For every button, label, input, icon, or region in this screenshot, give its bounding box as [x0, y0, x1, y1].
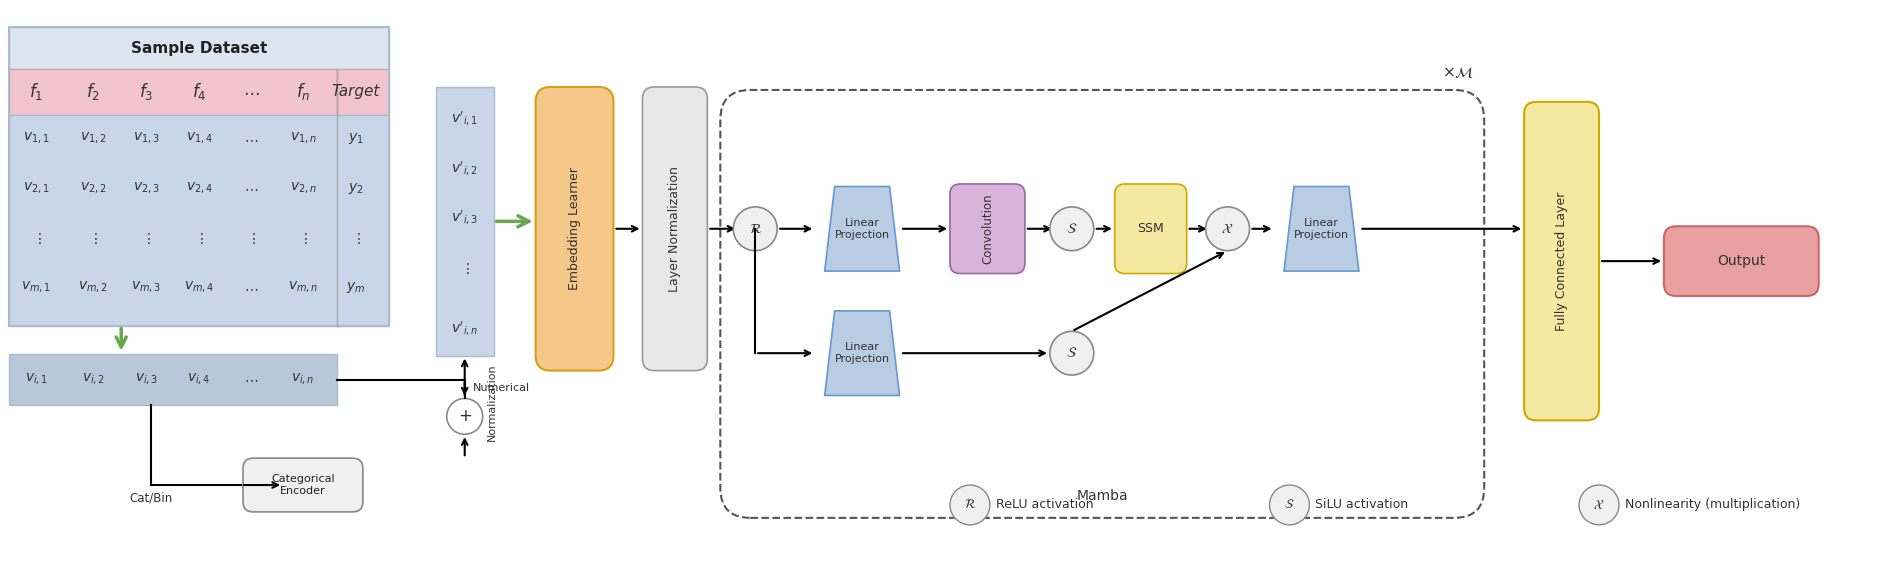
Text: $\vdots$: $\vdots$ [88, 231, 98, 246]
Circle shape [1205, 207, 1248, 251]
Circle shape [1049, 207, 1092, 251]
Polygon shape [1284, 187, 1357, 271]
Text: Embedding Learner: Embedding Learner [568, 167, 581, 290]
Text: +: + [457, 407, 472, 425]
Text: $v_{2,1}$: $v_{2,1}$ [23, 181, 49, 196]
Text: $v_{m,1}$: $v_{m,1}$ [21, 280, 51, 295]
Text: Target: Target [331, 85, 380, 99]
Text: $v_{m,n}$: $v_{m,n}$ [288, 280, 318, 295]
Circle shape [733, 207, 776, 251]
Text: $v_{i,3}$: $v_{i,3}$ [135, 372, 158, 387]
Bar [9, 27, 389, 326]
Text: Fully Connected Layer: Fully Connected Layer [1555, 191, 1568, 331]
Text: Sample Dataset: Sample Dataset [132, 41, 267, 55]
Text: $\vdots$: $\vdots$ [141, 231, 150, 246]
Polygon shape [823, 187, 899, 271]
Text: $\vdots$: $\vdots$ [246, 231, 256, 246]
Text: $v_{i,4}$: $v_{i,4}$ [188, 372, 211, 387]
Text: $\times\mathcal{M}$: $\times\mathcal{M}$ [1442, 65, 1474, 80]
Text: Normalization: Normalization [487, 364, 496, 441]
Text: $\mathcal{S}$: $\mathcal{S}$ [1066, 346, 1077, 360]
Text: SiLU activation: SiLU activation [1314, 498, 1408, 512]
Text: $v'_{i,1}$: $v'_{i,1}$ [451, 110, 478, 128]
FancyBboxPatch shape [9, 27, 389, 69]
Circle shape [949, 485, 989, 525]
Text: $\mathcal{S}$: $\mathcal{S}$ [1284, 498, 1293, 512]
FancyBboxPatch shape [9, 69, 337, 115]
Text: $y_1$: $y_1$ [348, 131, 363, 146]
Text: $\mathcal{X}$: $\mathcal{X}$ [1592, 498, 1604, 512]
FancyBboxPatch shape [643, 87, 707, 371]
Text: $f_3$: $f_3$ [139, 82, 154, 102]
Text: $\mathcal{R}$: $\mathcal{R}$ [963, 498, 976, 512]
Text: $\cdots$: $\cdots$ [243, 83, 259, 101]
Text: $f_4$: $f_4$ [192, 82, 207, 102]
Text: $v_{1,n}$: $v_{1,n}$ [290, 131, 316, 146]
Text: $v_{m,4}$: $v_{m,4}$ [184, 280, 214, 295]
Text: $\vdots$: $\vdots$ [32, 231, 41, 246]
FancyBboxPatch shape [1115, 184, 1186, 274]
Text: Cat/Bin: Cat/Bin [130, 492, 173, 504]
Text: Layer Normalization: Layer Normalization [667, 166, 681, 292]
Text: $\mathcal{X}$: $\mathcal{X}$ [1220, 222, 1233, 236]
Text: Linear
Projection: Linear Projection [1293, 218, 1348, 240]
Text: Linear
Projection: Linear Projection [835, 343, 889, 364]
Text: $v_{2,n}$: $v_{2,n}$ [290, 181, 316, 196]
FancyBboxPatch shape [337, 69, 389, 115]
Text: $v_{2,3}$: $v_{2,3}$ [133, 181, 160, 196]
Circle shape [1049, 331, 1092, 375]
Text: $v_{i,2}$: $v_{i,2}$ [81, 372, 105, 387]
Text: $v'_{i,3}$: $v'_{i,3}$ [451, 209, 478, 227]
FancyBboxPatch shape [9, 353, 337, 405]
Text: $y_2$: $y_2$ [348, 181, 363, 196]
Text: Mamba: Mamba [1075, 489, 1128, 503]
Text: Linear
Projection: Linear Projection [835, 218, 889, 240]
Text: $v_{2,2}$: $v_{2,2}$ [81, 181, 107, 196]
Text: Numerical: Numerical [472, 383, 530, 393]
Text: $\cdots$: $\cdots$ [244, 281, 258, 295]
Text: $v_{1,4}$: $v_{1,4}$ [186, 131, 212, 146]
Text: $\vdots$: $\vdots$ [297, 231, 308, 246]
Text: $\mathcal{S}$: $\mathcal{S}$ [1066, 222, 1077, 236]
Text: $v_{1,1}$: $v_{1,1}$ [23, 131, 49, 146]
Polygon shape [823, 311, 899, 396]
Text: $\mathcal{R}$: $\mathcal{R}$ [748, 222, 761, 236]
Text: SSM: SSM [1137, 222, 1164, 235]
Text: $\cdots$: $\cdots$ [244, 132, 258, 146]
Circle shape [1577, 485, 1619, 525]
FancyBboxPatch shape [1523, 102, 1598, 420]
Text: $v_{1,2}$: $v_{1,2}$ [81, 131, 107, 146]
Text: $v_{1,3}$: $v_{1,3}$ [133, 131, 160, 146]
FancyBboxPatch shape [1664, 226, 1818, 296]
FancyBboxPatch shape [949, 184, 1025, 274]
Text: Convolution: Convolution [979, 194, 993, 264]
Text: $v_{i,n}$: $v_{i,n}$ [291, 372, 314, 387]
Text: $v'_{i,2}$: $v'_{i,2}$ [451, 159, 478, 178]
Text: $\vdots$: $\vdots$ [194, 231, 203, 246]
Text: $\vdots$: $\vdots$ [352, 231, 361, 246]
Text: $\cdots$: $\cdots$ [244, 372, 258, 387]
Text: $\cdots$: $\cdots$ [244, 182, 258, 195]
FancyBboxPatch shape [9, 115, 389, 326]
Text: $y_m$: $y_m$ [346, 280, 365, 295]
FancyBboxPatch shape [243, 458, 363, 512]
FancyBboxPatch shape [536, 87, 613, 371]
Text: $v_{m,2}$: $v_{m,2}$ [79, 280, 109, 295]
Text: $v_{m,3}$: $v_{m,3}$ [132, 280, 162, 295]
Text: $v_{i,1}$: $v_{i,1}$ [24, 372, 47, 387]
Text: $\vdots$: $\vdots$ [459, 260, 470, 276]
Circle shape [1269, 485, 1308, 525]
Text: $f_n$: $f_n$ [295, 82, 310, 102]
Text: Categorical
Encoder: Categorical Encoder [271, 475, 335, 496]
Text: ReLU activation: ReLU activation [995, 498, 1092, 512]
Circle shape [446, 399, 483, 435]
Text: $f_2$: $f_2$ [86, 82, 100, 102]
Text: $f_1$: $f_1$ [30, 82, 43, 102]
Text: Nonlinearity (multiplication): Nonlinearity (multiplication) [1624, 498, 1799, 512]
Text: $v_{2,4}$: $v_{2,4}$ [186, 181, 212, 196]
Text: Output: Output [1716, 254, 1765, 268]
FancyBboxPatch shape [436, 87, 493, 356]
Text: $v'_{i,n}$: $v'_{i,n}$ [451, 320, 478, 338]
